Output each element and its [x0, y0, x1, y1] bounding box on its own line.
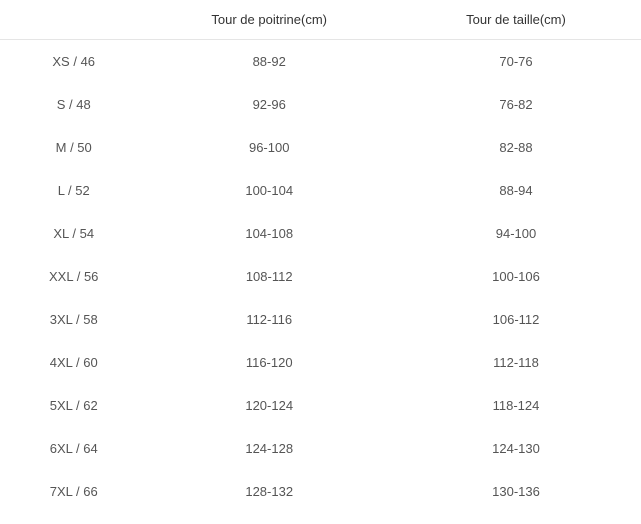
- table-row: S / 48 92-96 76-82: [0, 83, 641, 126]
- cell-chest: 116-120: [147, 341, 391, 384]
- cell-waist: 112-118: [391, 341, 641, 384]
- cell-chest: 128-132: [147, 470, 391, 513]
- cell-chest: 92-96: [147, 83, 391, 126]
- cell-waist: 88-94: [391, 169, 641, 212]
- cell-size: 4XL / 60: [0, 341, 147, 384]
- cell-chest: 120-124: [147, 384, 391, 427]
- cell-size: M / 50: [0, 126, 147, 169]
- size-table: Tour de poitrine(cm) Tour de taille(cm) …: [0, 0, 641, 513]
- cell-waist: 130-136: [391, 470, 641, 513]
- table-header-row: Tour de poitrine(cm) Tour de taille(cm): [0, 0, 641, 40]
- cell-waist: 100-106: [391, 255, 641, 298]
- cell-waist: 106-112: [391, 298, 641, 341]
- cell-size: XS / 46: [0, 40, 147, 84]
- cell-size: 7XL / 66: [0, 470, 147, 513]
- table-row: 3XL / 58 112-116 106-112: [0, 298, 641, 341]
- cell-waist: 82-88: [391, 126, 641, 169]
- table-body: XS / 46 88-92 70-76 S / 48 92-96 76-82 M…: [0, 40, 641, 514]
- cell-waist: 118-124: [391, 384, 641, 427]
- table-row: 6XL / 64 124-128 124-130: [0, 427, 641, 470]
- table-row: L / 52 100-104 88-94: [0, 169, 641, 212]
- table-row: 5XL / 62 120-124 118-124: [0, 384, 641, 427]
- cell-chest: 112-116: [147, 298, 391, 341]
- table-row: M / 50 96-100 82-88: [0, 126, 641, 169]
- cell-chest: 88-92: [147, 40, 391, 84]
- cell-waist: 76-82: [391, 83, 641, 126]
- column-header-chest: Tour de poitrine(cm): [147, 0, 391, 40]
- column-header-waist: Tour de taille(cm): [391, 0, 641, 40]
- cell-chest: 124-128: [147, 427, 391, 470]
- column-header-size: [0, 0, 147, 40]
- cell-waist: 124-130: [391, 427, 641, 470]
- table-row: 4XL / 60 116-120 112-118: [0, 341, 641, 384]
- cell-waist: 94-100: [391, 212, 641, 255]
- cell-size: 5XL / 62: [0, 384, 147, 427]
- cell-size: XL / 54: [0, 212, 147, 255]
- cell-size: 3XL / 58: [0, 298, 147, 341]
- table-row: XXL / 56 108-112 100-106: [0, 255, 641, 298]
- table-row: XL / 54 104-108 94-100: [0, 212, 641, 255]
- table-row: XS / 46 88-92 70-76: [0, 40, 641, 84]
- cell-chest: 100-104: [147, 169, 391, 212]
- cell-size: L / 52: [0, 169, 147, 212]
- cell-chest: 108-112: [147, 255, 391, 298]
- cell-waist: 70-76: [391, 40, 641, 84]
- cell-chest: 104-108: [147, 212, 391, 255]
- table-row: 7XL / 66 128-132 130-136: [0, 470, 641, 513]
- cell-chest: 96-100: [147, 126, 391, 169]
- cell-size: S / 48: [0, 83, 147, 126]
- cell-size: 6XL / 64: [0, 427, 147, 470]
- size-table-container: Tour de poitrine(cm) Tour de taille(cm) …: [0, 0, 641, 513]
- cell-size: XXL / 56: [0, 255, 147, 298]
